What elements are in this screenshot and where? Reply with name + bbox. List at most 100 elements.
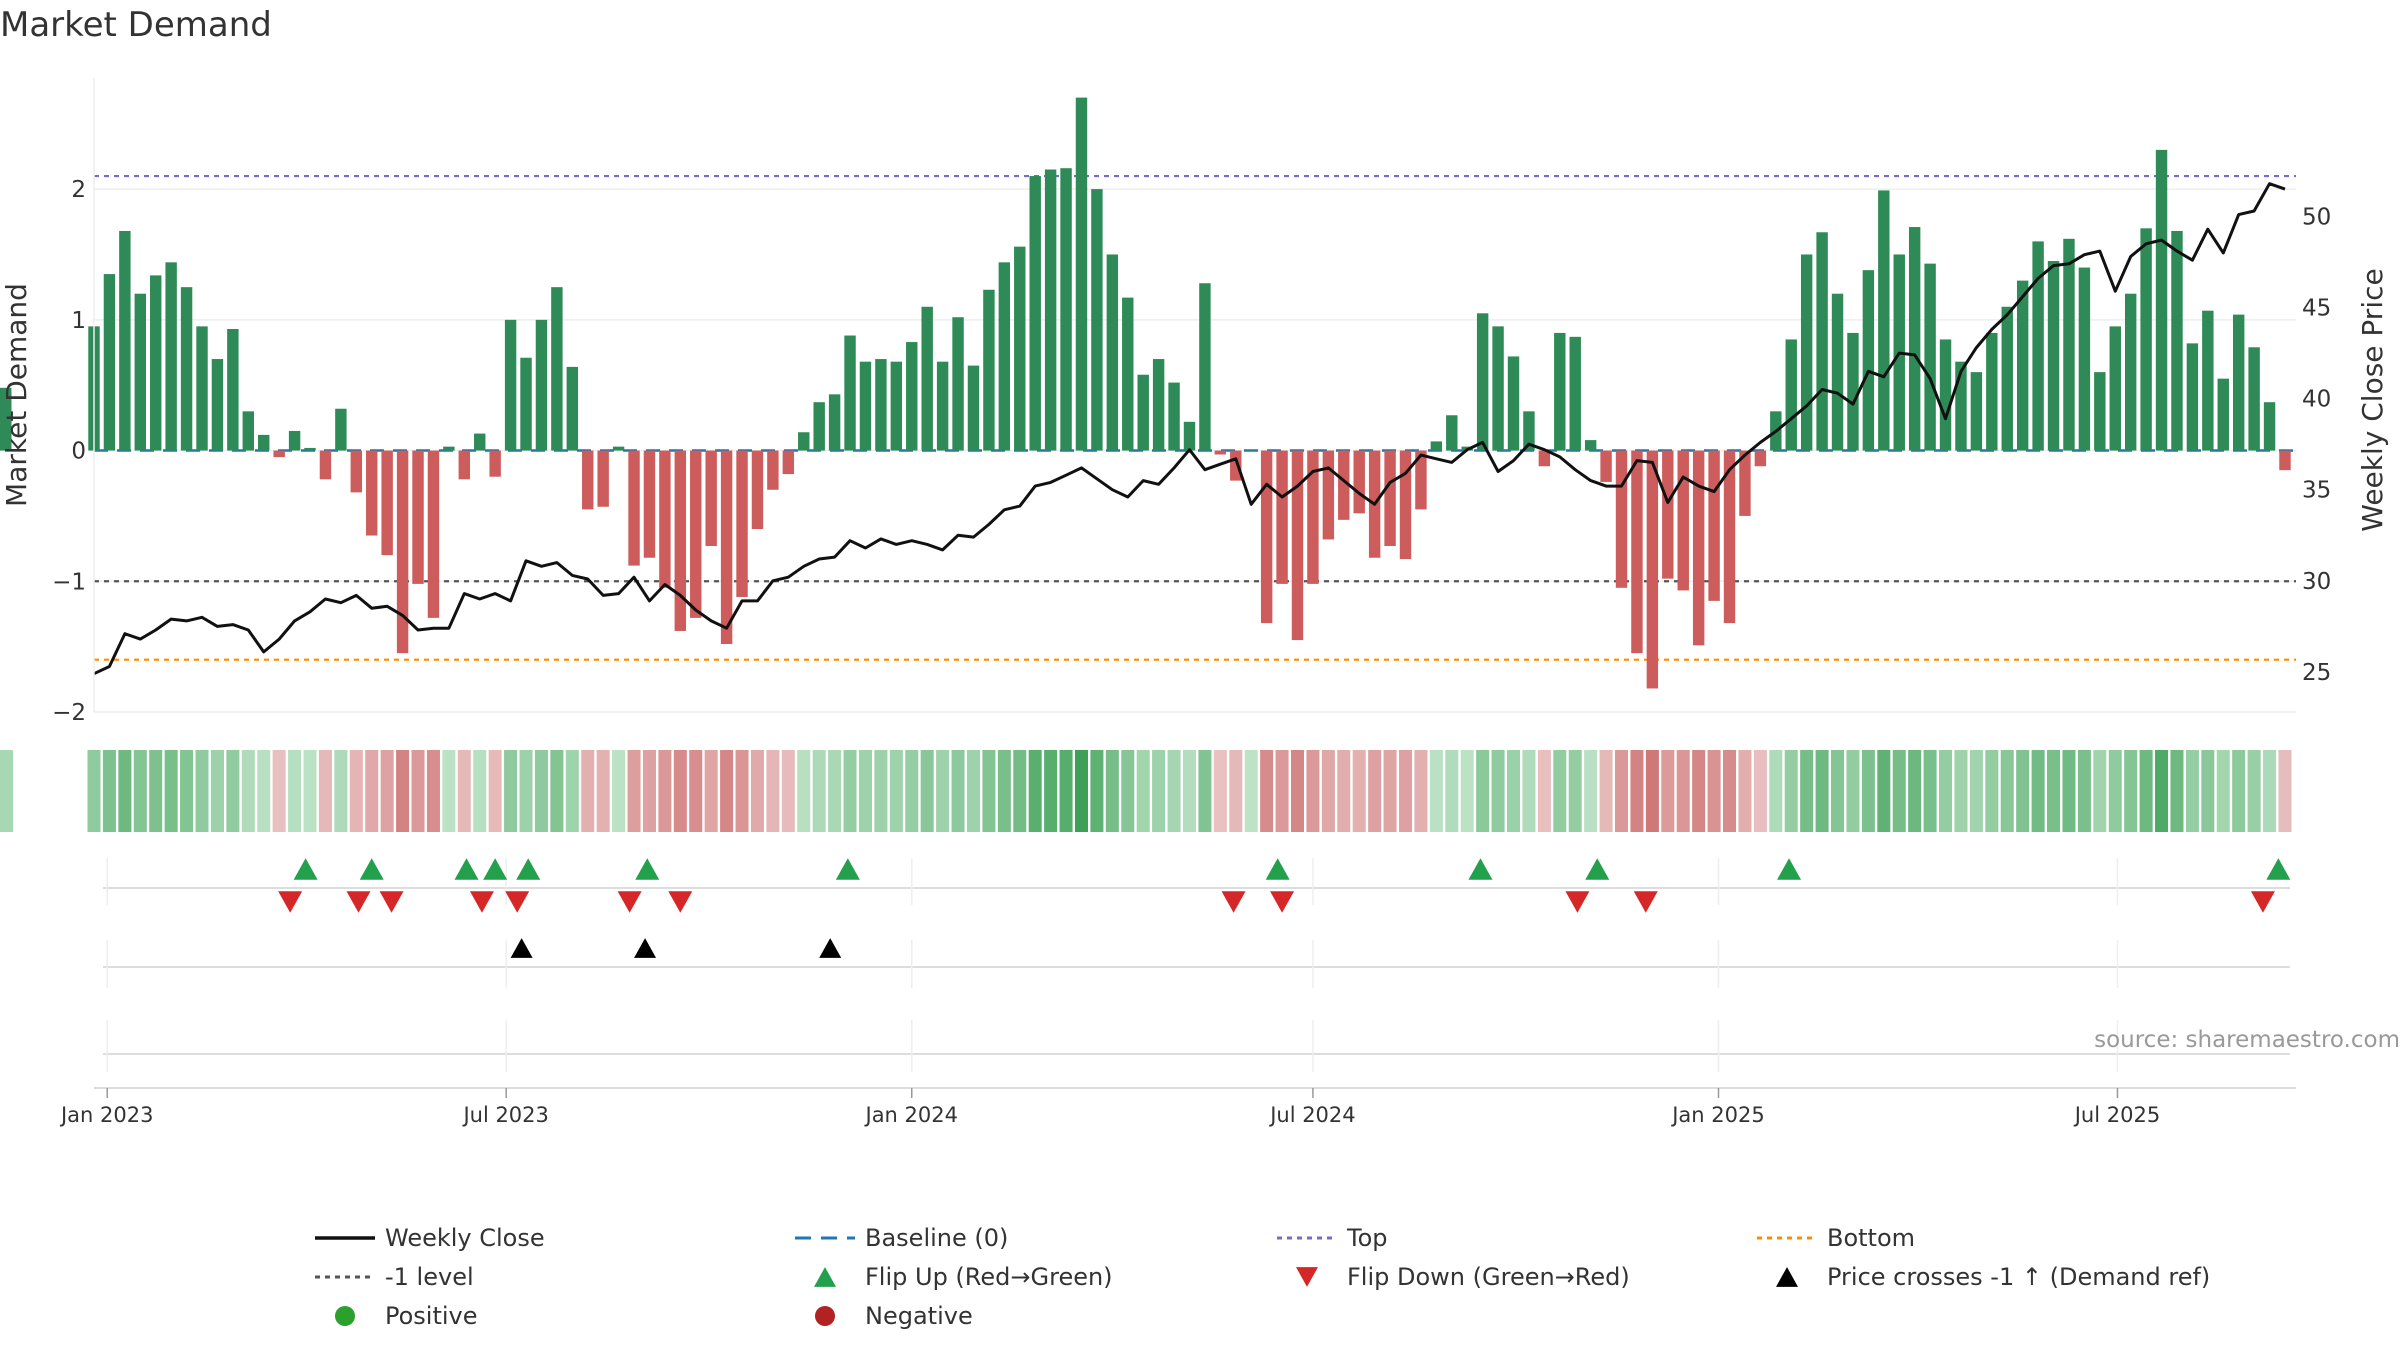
demand-bar: [1986, 332, 1998, 451]
heat-cell: [1167, 750, 1181, 832]
heat-cell: [1599, 750, 1613, 832]
demand-bar: [1878, 190, 1890, 451]
x-tick-label: Jul 2025: [2073, 1103, 2160, 1127]
flip-up-marker: [293, 858, 318, 880]
heat-cell: [2247, 750, 2261, 832]
heat-cell: [1892, 750, 1906, 832]
heat-cell: [2278, 750, 2292, 832]
heat-cell: [1584, 750, 1598, 832]
demand-bar: [1600, 450, 1612, 482]
heat-cell: [1152, 750, 1166, 832]
heat-cell: [858, 750, 872, 832]
demand-bar: [2109, 326, 2121, 451]
heat-cell: [2155, 750, 2169, 832]
demand-bar: [2279, 450, 2291, 471]
price-cross-marker: [819, 938, 842, 958]
heat-cell: [1090, 750, 1104, 832]
heat-cell: [1553, 750, 1567, 832]
heat-cell: [2263, 750, 2277, 832]
legend-label: Flip Up (Red→Green): [865, 1263, 1113, 1291]
demand-bar: [1353, 450, 1365, 514]
heat-cell: [164, 750, 178, 832]
heat-cell: [874, 750, 888, 832]
demand-bar: [1908, 227, 1921, 451]
heat-cell: [504, 750, 518, 832]
demand-bar: [258, 434, 270, 451]
demand-bar: [1260, 450, 1273, 624]
flip-down-marker: [2250, 891, 2275, 913]
demand-bar: [566, 366, 579, 451]
heat-cell: [704, 750, 718, 832]
demand-bar: [2001, 306, 2013, 451]
demand-bar: [1415, 450, 1427, 510]
heat-cell: [1028, 750, 1042, 832]
heat-cell: [473, 750, 487, 832]
heat-cell: [442, 750, 456, 832]
heat-cell: [2185, 750, 2199, 832]
heat-cell: [1877, 750, 1891, 832]
demand-bar: [1199, 283, 1211, 451]
demand-bar: [875, 359, 887, 451]
heat-cell: [257, 750, 271, 832]
demand-bar: [1507, 356, 1520, 451]
demand-bar: [180, 287, 193, 451]
demand-bar: [1230, 450, 1242, 481]
demand-bar: [412, 450, 424, 584]
demand-bar: [196, 326, 208, 451]
flip-up-marker: [635, 858, 660, 880]
demand-bar: [936, 361, 949, 451]
heat-cell: [1182, 750, 1197, 832]
heat-cell: [1121, 750, 1135, 832]
demand-bar: [2032, 241, 2044, 451]
demand-bar: [273, 450, 285, 458]
heat-cell: [1969, 750, 1983, 832]
legend-label: Negative: [865, 1302, 973, 1330]
heat-cell: [720, 750, 734, 832]
demand-bar: [828, 394, 841, 451]
heat-cell: [1059, 750, 1073, 832]
demand-bar: [751, 450, 764, 529]
y-tick-label: 0: [71, 439, 86, 465]
heat-cell: [396, 750, 410, 832]
heat-cell: [1383, 750, 1397, 832]
demand-bar: [2078, 267, 2091, 451]
heat-cell: [642, 750, 656, 832]
demand-bar: [1075, 97, 1088, 451]
heat-cell: [180, 750, 194, 832]
price-cross-marker: [510, 938, 533, 958]
demand-bar: [2047, 261, 2060, 451]
heat-cell: [843, 750, 857, 832]
x-tick-label: Jul 2024: [1268, 1103, 1355, 1127]
demand-bar: [489, 450, 501, 477]
heat-cell: [1275, 750, 1289, 832]
demand-bar: [288, 430, 301, 451]
demand-bar: [1091, 189, 1103, 451]
heat-cell: [334, 750, 348, 832]
heat-cell: [1692, 750, 1706, 832]
heat-cell: [1290, 750, 1305, 832]
heat-cell: [1800, 750, 1814, 832]
demand-bar: [103, 274, 116, 451]
heat-cell: [673, 750, 687, 832]
heat-cell: [1198, 750, 1212, 832]
heat-cell: [1491, 750, 1505, 832]
flip-down-marker: [1633, 891, 1658, 913]
demand-bar: [134, 293, 146, 451]
heat-cell: [519, 750, 533, 832]
demand-bar: [2016, 280, 2029, 451]
demand-bar: [350, 450, 363, 493]
demand-bar: [1122, 297, 1134, 451]
demand-bar: [1291, 450, 1304, 641]
demand-bar: [628, 450, 640, 566]
x-tick-label: Jan 2024: [864, 1103, 959, 1127]
demand-bar: [474, 433, 486, 451]
demand-bar: [1183, 421, 1196, 451]
heat-cell: [1321, 750, 1335, 832]
demand-bar: [2171, 230, 2183, 451]
demand-bar: [998, 262, 1011, 451]
demand-bar: [319, 450, 332, 480]
heat-cell: [1337, 750, 1351, 832]
heat-cell: [1954, 750, 1968, 832]
demand-bar: [921, 306, 933, 451]
heat-cell: [1568, 750, 1582, 832]
